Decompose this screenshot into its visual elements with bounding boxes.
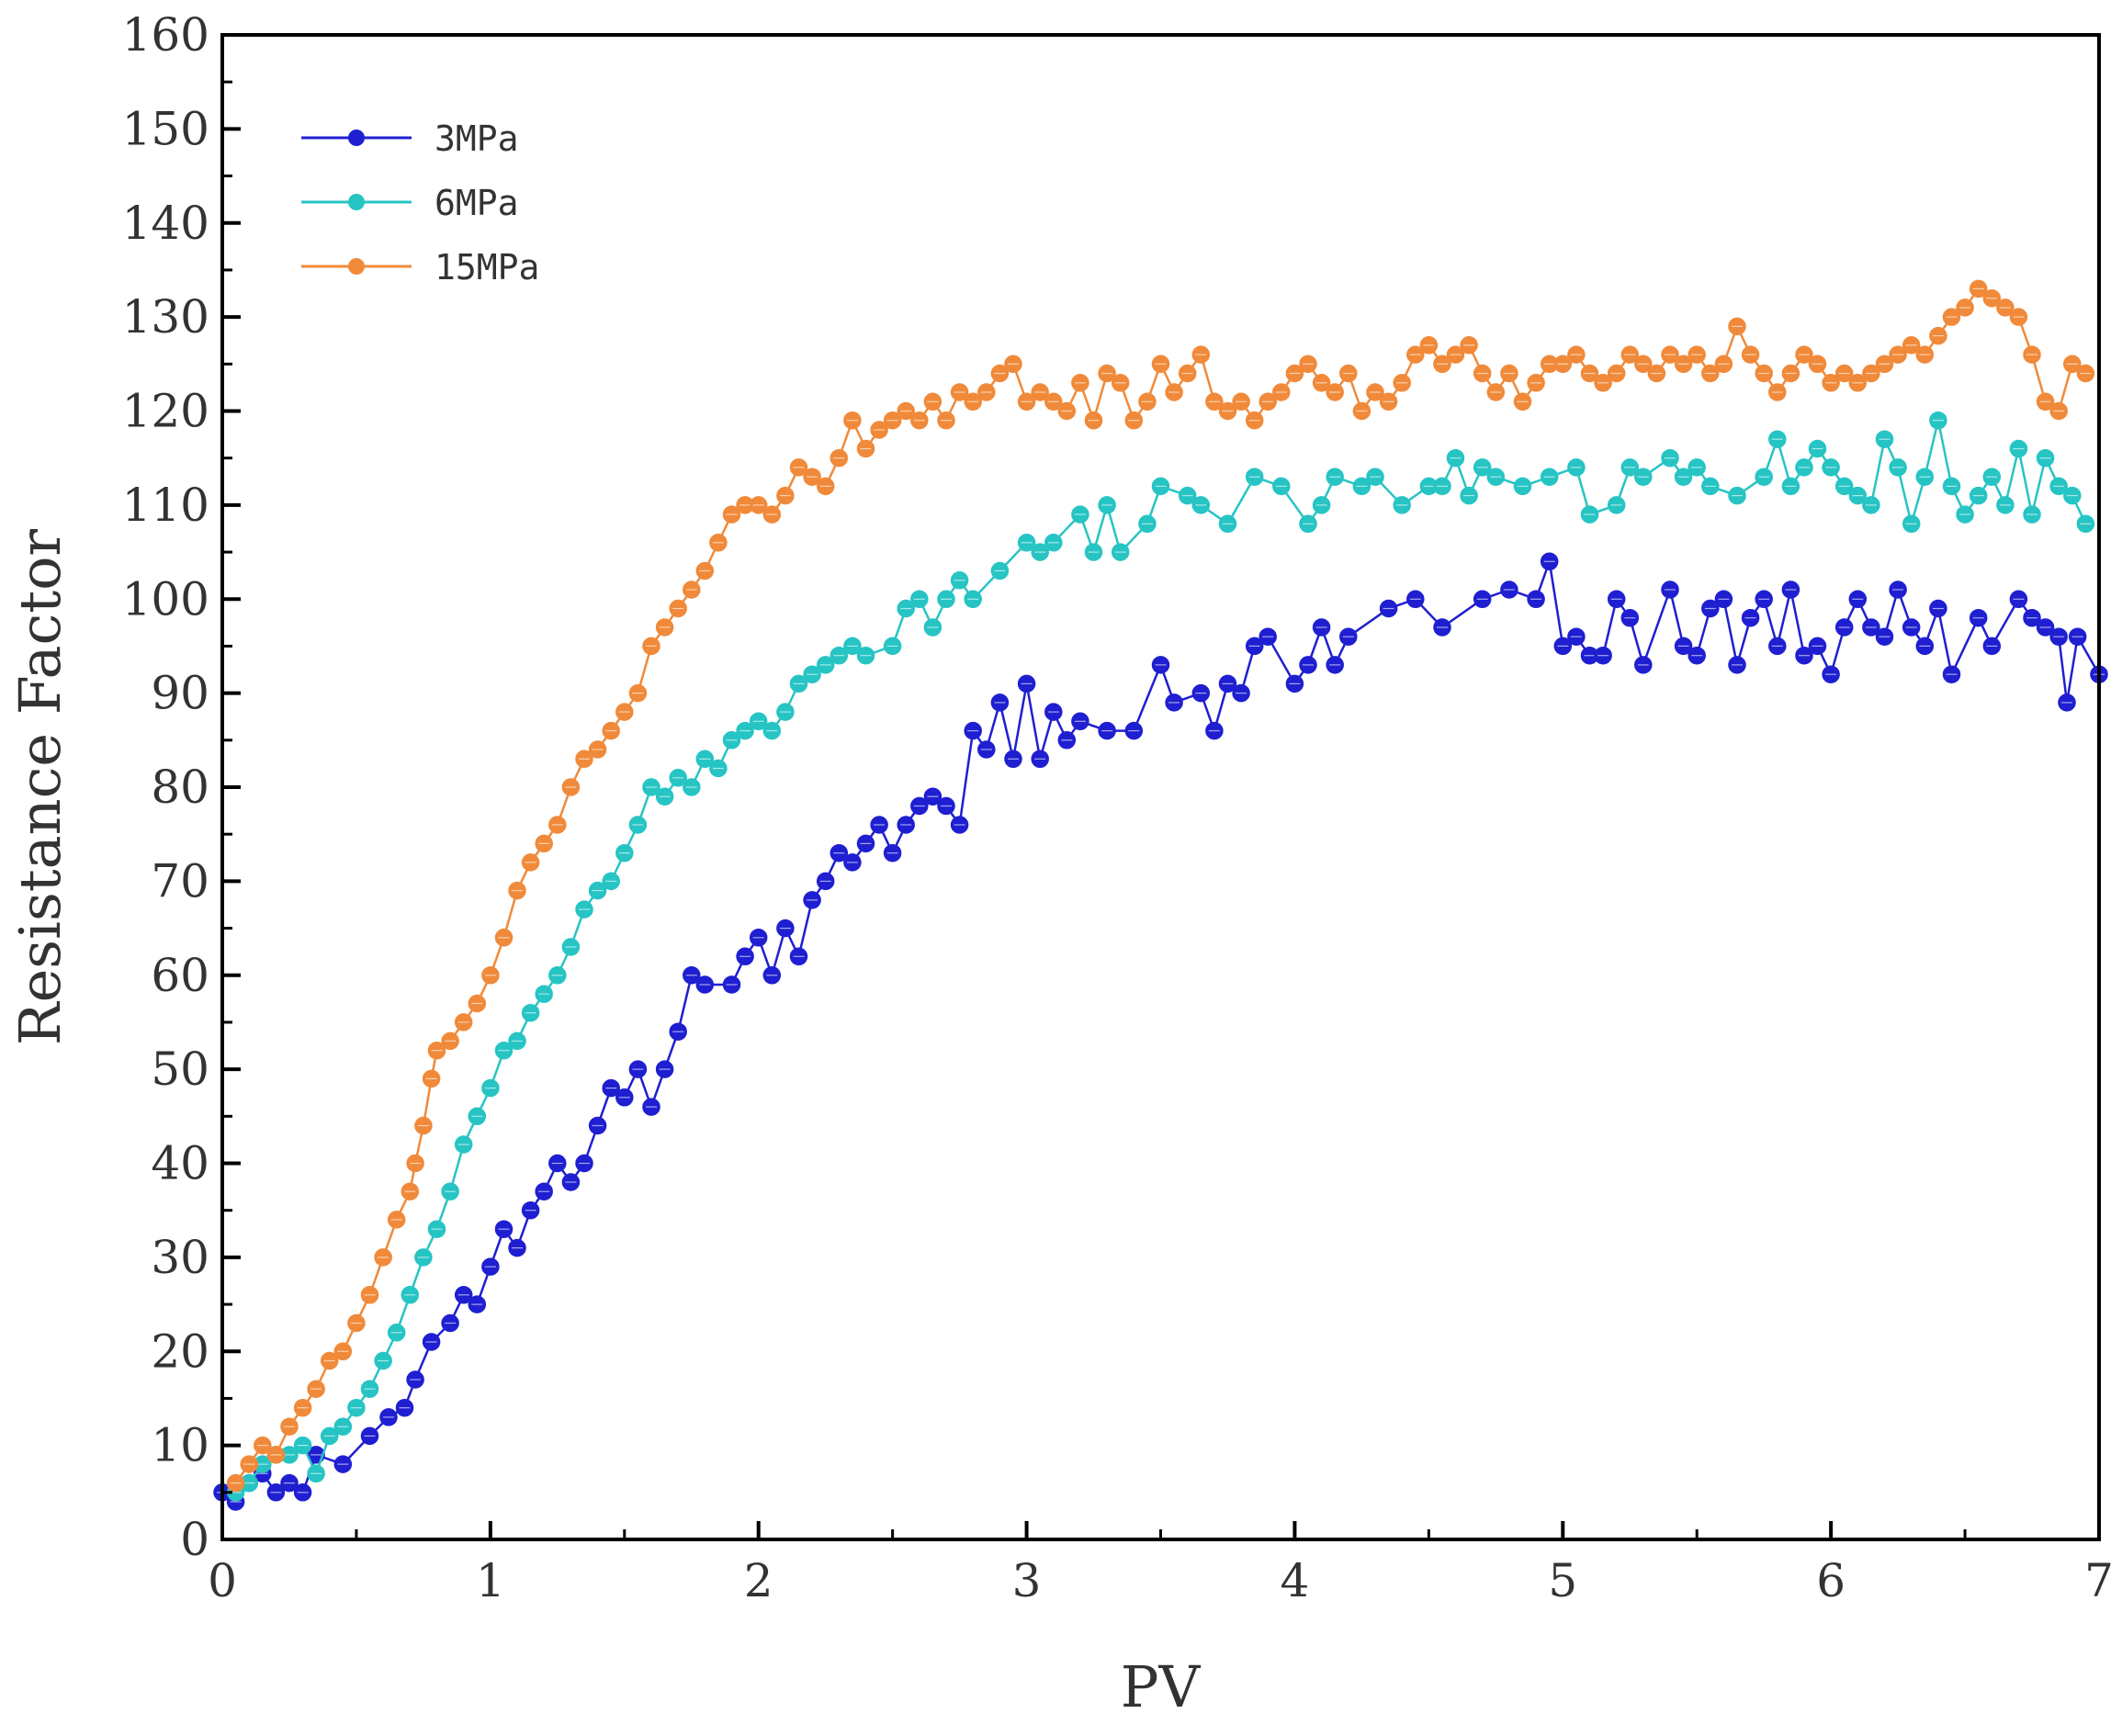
y-tick-label: 160 xyxy=(122,8,209,62)
series-6MPa xyxy=(226,411,2095,1502)
y-tick-label: 30 xyxy=(151,1231,209,1284)
y-tick-label: 70 xyxy=(151,854,209,907)
x-tick-label: 5 xyxy=(1548,1554,1577,1607)
series-layer xyxy=(213,279,2108,1511)
y-tick-label: 40 xyxy=(151,1137,209,1190)
legend-label: 3MPa xyxy=(435,118,519,159)
y-tick-label: 0 xyxy=(180,1513,209,1566)
legend: 3MPa 6MPa 15MPa xyxy=(301,118,539,287)
y-tick-label: 140 xyxy=(122,197,209,250)
x-tick-label: 1 xyxy=(476,1554,505,1607)
y-tick-label: 90 xyxy=(151,667,209,720)
y-tick-label: 80 xyxy=(151,761,209,814)
series-15MPa xyxy=(226,279,2095,1493)
y-tick-label: 150 xyxy=(122,102,209,155)
x-tick-label: 0 xyxy=(208,1554,237,1607)
legend-item-15MPa: 15MPa xyxy=(301,247,539,287)
legend-item-3MPa: 3MPa xyxy=(301,118,519,159)
y-tick-label: 130 xyxy=(122,290,209,344)
x-axis-title: PV xyxy=(1121,1653,1202,1720)
legend-swatch-marker xyxy=(348,194,365,210)
y-axis: 0 10 20 30 40 50 60 70 80 90 100 110 120 130 140 150 160 xyxy=(122,8,241,1566)
x-tick-label: 2 xyxy=(744,1554,773,1607)
legend-swatch-marker xyxy=(348,258,365,275)
x-tick-label: 3 xyxy=(1012,1554,1042,1607)
y-tick-label: 60 xyxy=(151,949,209,1002)
y-tick-label: 110 xyxy=(122,479,209,532)
x-tick-label: 6 xyxy=(1816,1554,1845,1607)
y-tick-label: 50 xyxy=(151,1043,209,1096)
x-tick-label: 4 xyxy=(1281,1554,1310,1607)
x-axis: 0 1 2 3 4 5 6 7 xyxy=(208,1521,2114,1607)
y-axis-title: Resistance Factor xyxy=(6,529,73,1046)
legend-item-6MPa: 6MPa xyxy=(301,183,519,223)
legend-label: 6MPa xyxy=(435,183,519,223)
legend-label: 15MPa xyxy=(435,247,539,287)
y-tick-label: 20 xyxy=(151,1325,209,1378)
y-tick-label: 100 xyxy=(122,572,209,626)
y-tick-label: 120 xyxy=(122,385,209,438)
x-tick-label: 7 xyxy=(2084,1554,2114,1607)
legend-swatch-marker xyxy=(348,130,365,146)
y-tick-label: 10 xyxy=(151,1419,209,1472)
